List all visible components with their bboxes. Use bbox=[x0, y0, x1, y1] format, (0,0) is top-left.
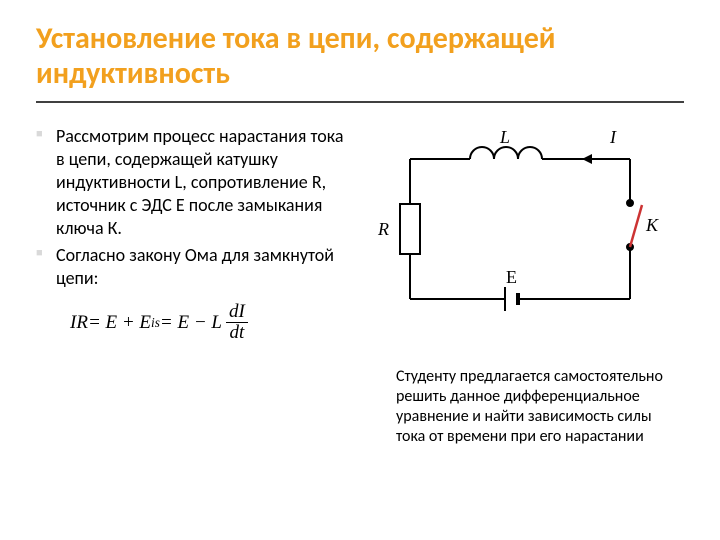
label-L: L bbox=[499, 127, 510, 147]
formula-sub: is bbox=[151, 315, 160, 331]
bullet-list: Рассмотрим процесс нарастания тока в цеп… bbox=[36, 125, 346, 290]
formula-fraction: dI dt bbox=[226, 302, 248, 343]
student-note: Студенту предлагается самостоятельно реш… bbox=[396, 367, 684, 447]
left-column: Рассмотрим процесс нарастания тока в цеп… bbox=[36, 125, 346, 447]
circuit-svg: L I R K E bbox=[370, 119, 670, 339]
bullet-item: Рассмотрим процесс нарастания тока в цеп… bbox=[36, 125, 346, 240]
content-row: Рассмотрим процесс нарастания тока в цеп… bbox=[36, 125, 684, 447]
formula-eq2: = E − L bbox=[160, 312, 222, 334]
circuit-diagram: L I R K E bbox=[370, 119, 670, 339]
label-K: K bbox=[645, 215, 659, 235]
label-I: I bbox=[609, 127, 617, 147]
bullet-item: Согласно закону Ома для замкнутой цепи: bbox=[36, 244, 346, 290]
label-R: R bbox=[377, 219, 389, 239]
right-column: L I R K E Студенту предлагается самостоя… bbox=[364, 125, 684, 447]
frac-num: dI bbox=[226, 302, 248, 323]
formula: IR = E + E is = E − L dI dt bbox=[70, 302, 346, 343]
slide-title: Установление тока в цепи, содержащей инд… bbox=[36, 22, 684, 103]
formula-eq1: = E + E bbox=[88, 312, 151, 334]
label-E: E bbox=[506, 267, 517, 287]
formula-left: IR bbox=[70, 312, 88, 334]
frac-den: dt bbox=[227, 323, 248, 343]
